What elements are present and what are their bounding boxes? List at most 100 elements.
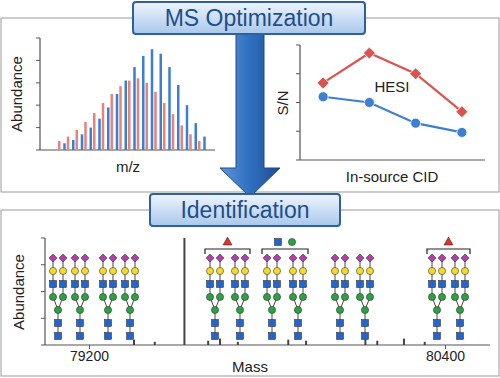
glycan-bond [293, 258, 294, 297]
glycan-bond [442, 258, 443, 297]
mannose-circle [356, 293, 363, 300]
glcnac-square [105, 320, 112, 327]
mannose-circle [126, 306, 133, 313]
mannose-circle [236, 306, 243, 313]
sialic-diamond [131, 254, 139, 262]
mannose-circle [331, 293, 338, 300]
glycan-bond [465, 258, 466, 297]
glcnac-square [217, 281, 224, 288]
mannose-circle [451, 293, 458, 300]
y-tick [36, 150, 40, 151]
mannose-circle [273, 293, 280, 300]
glcnac-square [342, 281, 349, 288]
glcnac-square [212, 333, 219, 340]
galactose-circle [263, 267, 270, 274]
mannose-circle [361, 306, 368, 313]
galactose-circle [59, 267, 66, 274]
spectrum-peak [81, 134, 84, 150]
spectrum-peak [376, 341, 378, 345]
x-tick-label: 79200 [70, 348, 109, 364]
mannose-circle [299, 293, 306, 300]
spectrum-peak [198, 141, 201, 150]
spectrum-peak [181, 125, 184, 150]
x-tick-label: 80400 [426, 348, 465, 364]
plot-marks [58, 49, 206, 150]
spectrum-peak [128, 81, 131, 150]
banner-title: Identification [180, 197, 309, 223]
spectrum-peak [125, 81, 128, 150]
glcnac-square [434, 333, 441, 340]
glcnac-square [237, 320, 244, 327]
y-tick [296, 131, 300, 132]
sialic-diamond [461, 254, 469, 262]
spectrum-peak [195, 123, 198, 150]
sialic-diamond [71, 254, 79, 262]
sialic-diamond [299, 254, 307, 262]
galactose-circle [438, 267, 445, 274]
spectrum-peak [203, 137, 206, 150]
spectrum-peak [364, 340, 366, 345]
x-axis-line [300, 159, 485, 160]
spectrum-peak [102, 103, 105, 150]
galactose-circle [461, 267, 468, 274]
spectrum-peak [67, 137, 70, 150]
spectrum-peak [133, 67, 136, 150]
glycan-annotations [49, 237, 470, 340]
glycan-bond [455, 258, 456, 297]
glcnac-square [100, 281, 107, 288]
glcnac-square [55, 333, 62, 340]
glcnac-square [242, 281, 249, 288]
mannose-circle [366, 293, 373, 300]
glcnac-square [60, 281, 67, 288]
mannose-circle [336, 306, 343, 313]
galactose-circle [81, 267, 88, 274]
sialic-diamond [289, 254, 297, 262]
spectrum-peak [107, 107, 110, 150]
glcnac-square [207, 281, 214, 288]
glycan-bond [220, 258, 221, 297]
series-marker [457, 127, 467, 137]
glcnac-square [457, 320, 464, 327]
sialic-diamond [451, 254, 459, 262]
series-marker [318, 92, 328, 102]
series-marker [317, 77, 329, 89]
spectrum-peak [98, 119, 101, 150]
galactose-circle [289, 267, 296, 274]
sialic-diamond [99, 254, 107, 262]
mannose-circle [211, 306, 218, 313]
spectrum-peak [93, 113, 96, 150]
galactose-circle [341, 267, 348, 274]
sialic-diamond [216, 254, 224, 262]
glcnac-square [275, 239, 282, 246]
mannose-circle [433, 306, 440, 313]
plot-marks [317, 47, 468, 137]
banner-box [150, 194, 340, 226]
glcnac-square [110, 281, 117, 288]
spectrum-peak [137, 78, 140, 150]
galactose-circle [109, 267, 116, 274]
glcnac-square [452, 281, 459, 288]
glcnac-square [122, 281, 129, 288]
x-axis-label: Mass [232, 358, 268, 375]
glcnac-square [232, 281, 239, 288]
sialic-diamond [121, 254, 129, 262]
spectrum-peak [154, 342, 156, 345]
glycan-bond [53, 258, 54, 297]
mannose-circle [121, 293, 128, 300]
spectrum-peak [151, 49, 154, 150]
spectrum-peak [63, 143, 66, 150]
spectrum-peak [172, 114, 175, 150]
sialic-diamond [109, 254, 117, 262]
spectrum-peak [90, 128, 93, 150]
glycan-bond [432, 258, 433, 297]
y-tick [36, 60, 40, 61]
y-tick [36, 82, 40, 83]
glycan-bond [75, 258, 76, 297]
spectrum-peak [219, 339, 221, 345]
glycan-bond [63, 258, 64, 297]
mannose-circle [104, 306, 111, 313]
galactose-circle [273, 267, 280, 274]
glcnac-square [132, 281, 139, 288]
glcnac-square [127, 320, 134, 327]
glcnac-square [127, 333, 134, 340]
